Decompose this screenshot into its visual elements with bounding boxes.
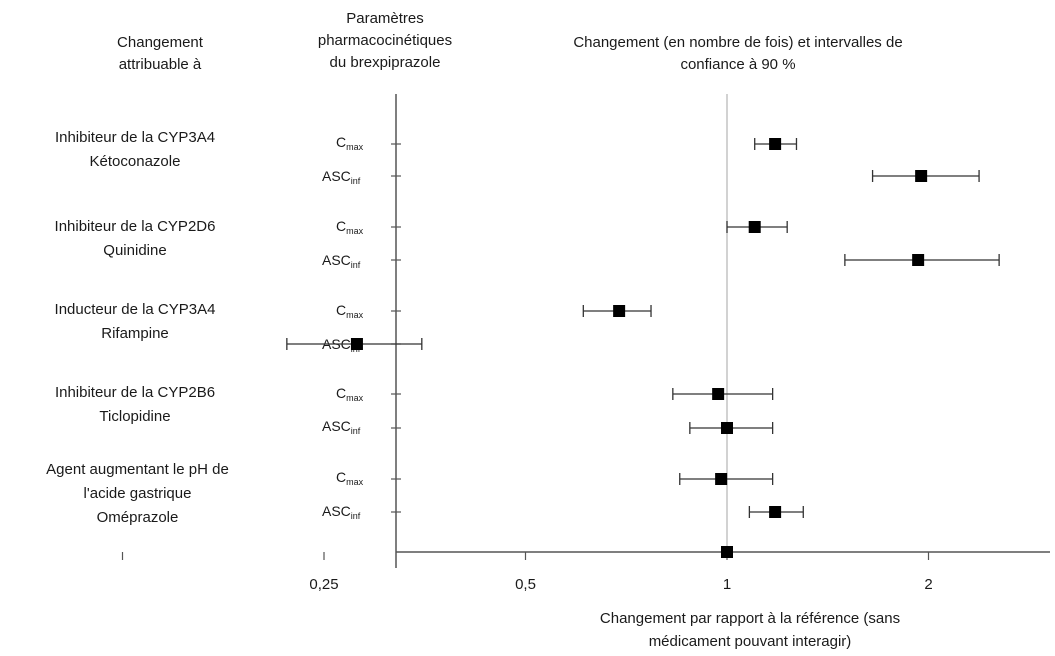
group-label-line: Inhibiteur de la CYP2D6 [54,218,216,235]
header-change-line: Changement (en nombre de fois) et interv… [573,34,903,51]
group-label-line: Inhibiteur de la CYP3A4 [54,129,216,146]
group-label-ticlopidine: Inhibiteur de la CYP2B6 Ticlopidine [10,381,260,429]
param-label-cmax: Cmax [336,134,363,155]
header-params: Paramètres pharmacocinétiques du brexpip… [285,8,485,74]
param-sub: inf [350,426,361,436]
data-marks [286,138,1000,558]
group-label-line: l'acide gastrique [83,485,192,502]
x-axis-label: Changement par rapport à la référence (s… [480,607,1020,653]
param-label-asc: ASCinf [322,418,360,439]
param-sub: max [346,310,364,320]
param-base: C [336,469,347,485]
group-label-line: Inhibiteur de la CYP2B6 [54,384,216,401]
header-attributable: Changement attribuable à [40,32,280,76]
param-base: ASC [322,418,351,434]
group-label-line: Kétoconazole [89,153,181,170]
param-base: C [336,385,347,401]
param-sub: max [346,393,364,403]
param-sub: inf [350,176,361,186]
x-tick-label: 2 [924,576,932,593]
param-label-cmax: Cmax [336,302,363,323]
group-label-rifampine: Inducteur de la CYP3A4 Rifampine [10,298,260,346]
param-base: ASC [322,168,351,184]
group-label-line: Rifampine [101,325,169,342]
param-base: C [336,302,347,318]
point-marker [912,254,925,266]
param-sub: inf [350,511,361,521]
group-label-omeprazole: Agent augmentant le pH de l'acide gastri… [5,458,270,530]
param-sub: max [346,226,364,236]
x-axis-label-line: médicament pouvant interagir) [648,633,852,650]
param-sub: max [346,142,364,152]
group-label-ketoconazole: Inhibiteur de la CYP3A4 Kétoconazole [10,126,260,174]
x-tick-label: 0,25 [309,576,338,593]
param-sub: max [346,477,364,487]
point-marker [769,138,782,150]
reference-marker [721,546,733,558]
point-marker [712,388,725,400]
param-base: C [336,134,347,150]
group-label-line: Inducteur de la CYP3A4 [54,301,216,318]
param-label-asc: ASCinf [322,168,360,189]
header-attributable-line: attribuable à [118,56,202,73]
header-change: Changement (en nombre de fois) et interv… [498,32,978,76]
header-params-line: du brexpiprazole [329,54,441,71]
param-sub: inf [350,260,361,270]
point-marker [915,170,928,182]
x-tick-label: 0,5 [515,576,536,593]
group-label-line: Oméprazole [96,509,179,526]
group-label-quinidine: Inhibiteur de la CYP2D6 Quinidine [10,215,260,263]
param-base: ASC [322,252,351,268]
point-marker [748,221,761,233]
group-label-line: Quinidine [103,242,167,259]
group-label-line: Ticlopidine [99,408,171,425]
header-params-line: Paramètres [346,10,424,27]
header-change-line: confiance à 90 % [680,56,796,73]
point-marker [350,338,363,350]
param-base: C [336,218,347,234]
param-label-asc: ASCinf [322,252,360,273]
x-axis-label-line: Changement par rapport à la référence (s… [599,610,901,627]
header-attributable-line: Changement [117,34,203,51]
x-ticks: 0,250,5124 [121,552,933,593]
point-marker [721,422,733,434]
param-label-cmax: Cmax [336,385,363,406]
param-label-asc: ASCinf [322,503,360,524]
x-tick-label: 1 [723,576,731,593]
point-marker [769,506,782,518]
point-marker [715,473,728,485]
param-label-cmax: Cmax [336,218,363,239]
param-base: ASC [322,503,351,519]
header-params-line: pharmacocinétiques [317,32,453,49]
group-label-line: Agent augmentant le pH de [46,461,229,478]
param-label-cmax: Cmax [336,469,363,490]
point-marker [613,305,626,317]
